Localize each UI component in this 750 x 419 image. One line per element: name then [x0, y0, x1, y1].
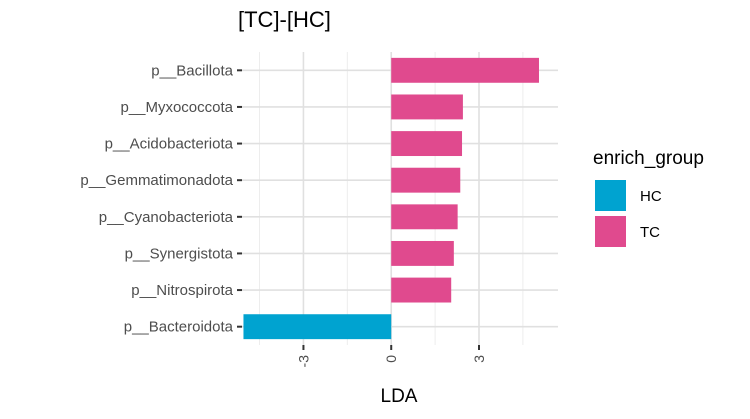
legend-key: [595, 216, 626, 247]
legend-label: TC: [640, 224, 660, 241]
x-tick-label: 0: [383, 355, 399, 363]
y-tick-label: p__Nitrospirota: [131, 282, 233, 299]
y-tick-label: p__Bacillota: [151, 62, 233, 79]
y-tick-label: p__Bacteroidota: [124, 319, 234, 336]
bar: [391, 94, 463, 120]
bar: [391, 277, 452, 303]
y-tick-label: p__Acidobacteriota: [105, 136, 234, 153]
x-tick-label: -3: [295, 355, 311, 368]
bars: [243, 57, 539, 340]
bar: [243, 314, 392, 340]
y-tick-label: p__Cyanobacteriota: [99, 209, 234, 226]
y-tick-label: p__Gemmatimonadota: [80, 172, 233, 189]
y-axis: p__Bacillota p__Myxococcota p__Acidobacter…: [80, 62, 242, 336]
bar: [391, 167, 461, 193]
bar: [391, 240, 454, 266]
x-axis-label: LDA: [381, 386, 418, 407]
bar: [391, 131, 463, 157]
x-axis: -3 0 3: [295, 345, 487, 367]
bar: [391, 57, 539, 83]
legend-label: HC: [640, 188, 662, 205]
legend-key: [595, 180, 626, 211]
legend: enrich_group HC TC: [593, 148, 704, 247]
legend-title: enrich_group: [593, 148, 704, 169]
bar: [391, 204, 458, 230]
y-tick-label: p__Myxococcota: [120, 99, 233, 116]
x-tick-label: 3: [471, 355, 487, 363]
chart-title: [TC]-[HC]: [238, 7, 331, 32]
y-tick-label: p__Synergistota: [125, 245, 234, 262]
